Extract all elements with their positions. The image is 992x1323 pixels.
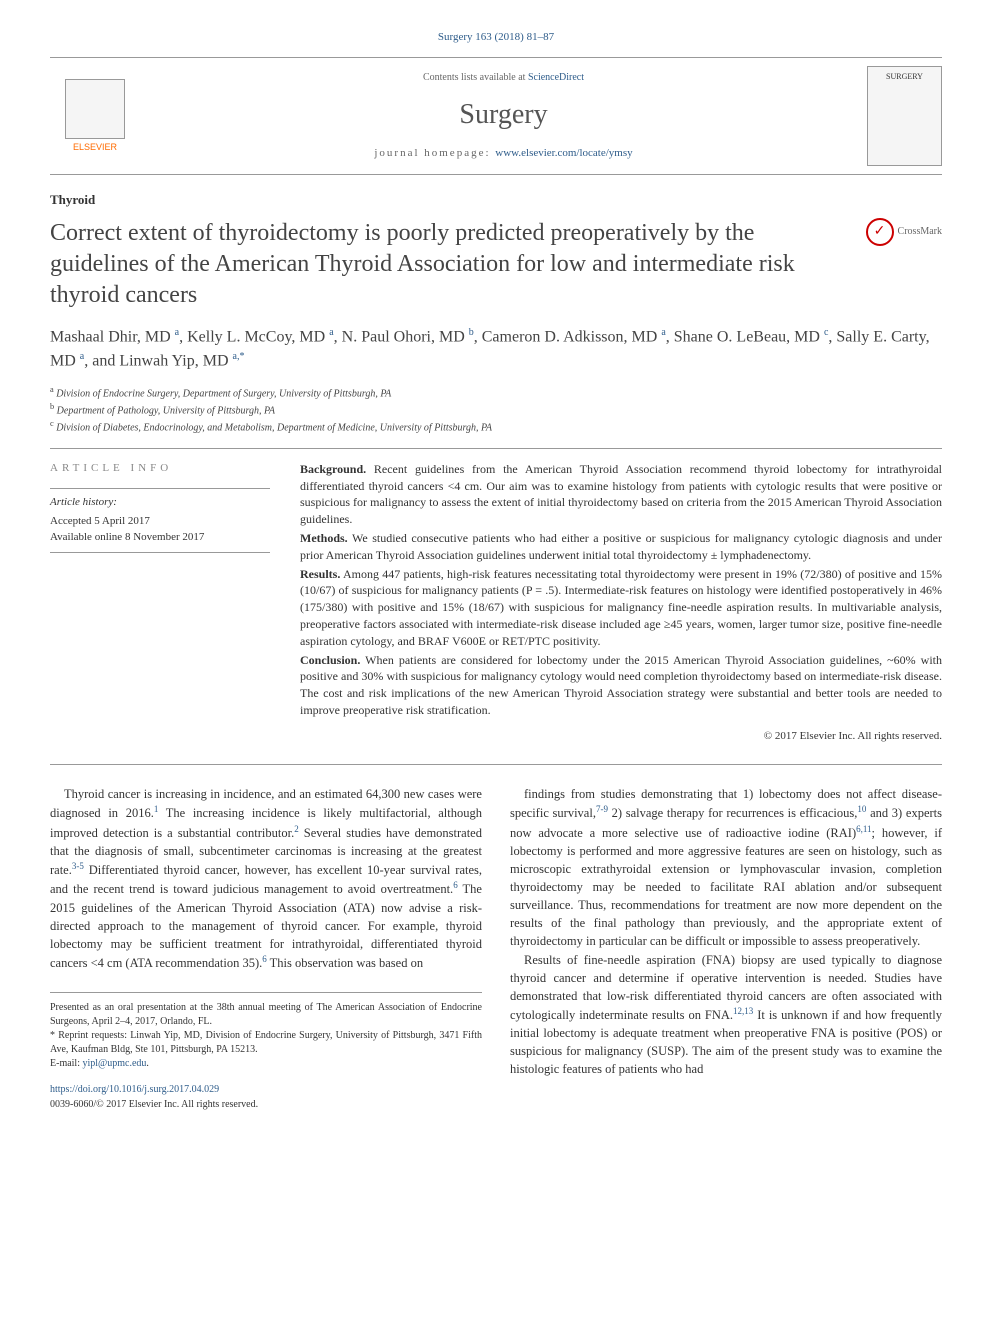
body-paragraph: Thyroid cancer is increasing in incidenc…: [50, 785, 482, 972]
divider: [50, 448, 942, 449]
homepage-line: journal homepage: www.elsevier.com/locat…: [140, 146, 867, 161]
footer-links: https://doi.org/10.1016/j.surg.2017.04.0…: [50, 1083, 482, 1112]
accepted-date: Accepted 5 April 2017: [50, 513, 270, 530]
publisher-name: ELSEVIER: [73, 141, 117, 154]
divider: [50, 764, 942, 765]
crossmark-icon: ✓: [866, 218, 894, 246]
abstract-conclusion: When patients are considered for lobecto…: [300, 653, 942, 717]
elsevier-tree-icon: [65, 79, 125, 139]
journal-header: ELSEVIER Contents lists available at Sci…: [50, 57, 942, 175]
footnotes: Presented as an oral presentation at the…: [50, 992, 482, 1071]
doi-link[interactable]: https://doi.org/10.1016/j.surg.2017.04.0…: [50, 1084, 219, 1095]
footnote-presented: Presented as an oral presentation at the…: [50, 1001, 482, 1029]
abstract: Background. Recent guidelines from the A…: [300, 461, 942, 744]
issn-copyright: 0039-6060/© 2017 Elsevier Inc. All right…: [50, 1099, 258, 1110]
section-label: Thyroid: [50, 191, 942, 209]
abstract-methods: We studied consecutive patients who had …: [300, 531, 942, 562]
email-link[interactable]: yipl@upmc.edu: [83, 1058, 147, 1069]
elsevier-logo[interactable]: ELSEVIER: [50, 71, 140, 161]
article-info-panel: ARTICLE INFO Article history: Accepted 5…: [50, 461, 270, 744]
crossmark-badge[interactable]: ✓ CrossMark: [866, 218, 942, 246]
affiliations: a Division of Endocrine Surgery, Departm…: [50, 384, 942, 436]
journal-cover-thumbnail[interactable]: SURGERY: [867, 66, 942, 166]
abstract-background: Recent guidelines from the American Thyr…: [300, 462, 942, 526]
homepage-link[interactable]: www.elsevier.com/locate/ymsy: [495, 147, 632, 159]
body-paragraph: findings from studies demonstrating that…: [510, 785, 942, 950]
journal-reference: Surgery 163 (2018) 81–87: [50, 30, 942, 45]
sciencedirect-link[interactable]: ScienceDirect: [528, 72, 584, 83]
journal-name: Surgery: [140, 95, 867, 134]
history-label: Article history:: [50, 495, 270, 510]
abstract-copyright: © 2017 Elsevier Inc. All rights reserved…: [300, 729, 942, 744]
online-date: Available online 8 November 2017: [50, 529, 270, 546]
authors-list: Mashaal Dhir, MD a, Kelly L. McCoy, MD a…: [50, 325, 942, 374]
contents-line: Contents lists available at ScienceDirec…: [140, 71, 867, 85]
article-info-heading: ARTICLE INFO: [50, 461, 270, 476]
body-text: Thyroid cancer is increasing in incidenc…: [50, 785, 942, 1112]
footnote-reprint: * Reprint requests: Linwah Yip, MD, Divi…: [50, 1029, 482, 1057]
body-paragraph: Results of fine-needle aspiration (FNA) …: [510, 951, 942, 1079]
article-title: Correct extent of thyroidectomy is poorl…: [50, 218, 846, 312]
abstract-results: Among 447 patients, high-risk features n…: [300, 567, 942, 648]
